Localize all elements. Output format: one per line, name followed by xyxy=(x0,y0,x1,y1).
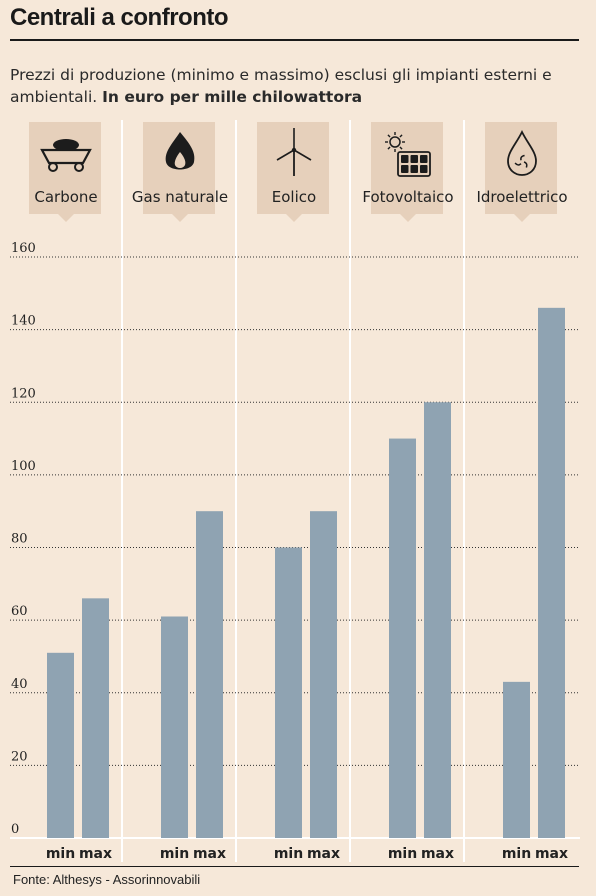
bar-label-min: min xyxy=(160,846,189,862)
bar-max xyxy=(424,402,451,838)
category-label: Idroelettrico xyxy=(476,188,567,206)
y-tick-label: 20 xyxy=(11,749,28,764)
category-header-eolico xyxy=(257,122,329,222)
bar-min xyxy=(161,616,188,838)
bar-label-min: min xyxy=(388,846,417,862)
source-note: Fonte: Althesys - Assorinnovabili xyxy=(13,872,201,887)
bar-min xyxy=(47,652,74,838)
unit-label: In euro per mille chilowattora xyxy=(102,88,363,106)
source-divider xyxy=(10,866,579,867)
category-header-gas-naturale xyxy=(143,122,215,222)
chart-subtitle: Prezzi di produzione (minimo e massimo) … xyxy=(10,64,580,108)
gas-flame-icon xyxy=(165,132,195,170)
bar-label-min: min xyxy=(274,846,303,862)
bar-max xyxy=(538,307,565,838)
bar-min xyxy=(503,681,530,838)
y-tick-label: 100 xyxy=(11,459,36,474)
bar-label-max: max xyxy=(79,846,112,862)
subtitle-text: Prezzi di produzione (minimo e massimo) … xyxy=(10,66,552,106)
bar-max xyxy=(82,598,109,838)
bar-max xyxy=(196,511,223,838)
bar-label-min: min xyxy=(46,846,75,862)
bar-max xyxy=(310,511,337,838)
bar-label-max: max xyxy=(193,846,226,862)
category-header-carbone xyxy=(29,122,101,222)
water-drop-icon xyxy=(507,129,537,176)
category-label: Carbone xyxy=(34,188,97,206)
bar-label-max: max xyxy=(307,846,340,862)
y-tick-label: 40 xyxy=(11,677,28,692)
category-header-idroelettrico xyxy=(485,122,557,222)
y-tick-label: 80 xyxy=(11,532,28,547)
wind-turbine-icon xyxy=(276,128,312,176)
y-tick-label: 160 xyxy=(11,241,36,256)
y-tick-label: 140 xyxy=(11,314,36,329)
y-tick-label: 120 xyxy=(11,386,36,401)
bar-label-min: min xyxy=(502,846,531,862)
y-tick-label: 0 xyxy=(11,822,19,837)
bar-label-max: max xyxy=(421,846,454,862)
coal-cart-icon xyxy=(40,139,92,172)
category-label: Gas naturale xyxy=(132,188,228,206)
category-label: Fotovoltaico xyxy=(362,188,453,206)
bar-min xyxy=(389,438,416,838)
bar-min xyxy=(275,547,302,838)
solar-panel-icon xyxy=(385,132,431,177)
bar-label-max: max xyxy=(535,846,568,862)
category-label: Eolico xyxy=(272,188,316,206)
title-divider xyxy=(10,39,579,41)
y-tick-label: 60 xyxy=(11,604,28,619)
chart-title: Centrali a confronto xyxy=(10,4,229,31)
